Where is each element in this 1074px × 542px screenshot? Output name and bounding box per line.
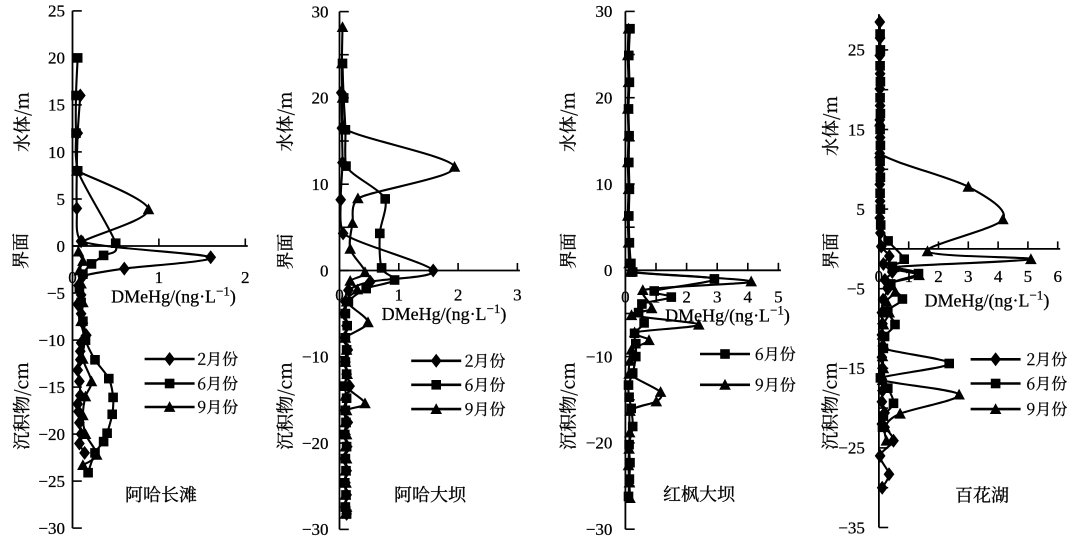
svg-text:1: 1 (395, 285, 404, 304)
svg-text:4: 4 (744, 287, 753, 306)
svg-text:−10: −10 (38, 331, 65, 350)
svg-text:5: 5 (774, 287, 783, 306)
svg-text:−35: −35 (838, 518, 865, 537)
svg-text:6: 6 (1053, 267, 1062, 286)
svg-text:1: 1 (155, 268, 164, 287)
svg-text:0: 0 (320, 261, 329, 280)
svg-text:−20: −20 (586, 434, 613, 453)
svg-text:25: 25 (848, 41, 865, 60)
svg-text:0: 0 (68, 268, 77, 287)
svg-text:20: 20 (312, 89, 329, 108)
svg-text:−30: −30 (302, 520, 329, 539)
svg-text:15: 15 (848, 120, 865, 139)
svg-text:−20: −20 (302, 434, 329, 453)
svg-text:3: 3 (713, 287, 722, 306)
svg-text:0: 0 (57, 237, 66, 256)
svg-text:3: 3 (964, 267, 973, 286)
svg-text:DMeHg/(ng·L−1): DMeHg/(ng·L−1) (111, 283, 236, 308)
svg-text:0: 0 (875, 267, 884, 286)
svg-text:−10: −10 (302, 348, 329, 367)
svg-text:−15: −15 (38, 378, 65, 397)
svg-text:2: 2 (682, 287, 691, 306)
svg-text:2: 2 (454, 285, 463, 304)
svg-text:5: 5 (57, 190, 66, 209)
svg-text:−10: −10 (586, 347, 613, 366)
svg-text:−5: −5 (47, 284, 65, 303)
svg-text:0: 0 (335, 285, 344, 304)
svg-text:−30: −30 (38, 519, 65, 538)
svg-text:10: 10 (312, 175, 329, 194)
svg-text:DMeHg/(ng·L−1): DMeHg/(ng·L−1) (382, 301, 507, 326)
svg-text:−25: −25 (38, 472, 65, 491)
svg-text:2: 2 (934, 267, 943, 286)
svg-text:−5: −5 (847, 280, 865, 299)
svg-text:5: 5 (1024, 267, 1033, 286)
svg-text:10: 10 (48, 143, 65, 162)
svg-text:−20: −20 (38, 425, 65, 444)
svg-text:−25: −25 (838, 439, 865, 458)
svg-text:−30: −30 (586, 520, 613, 539)
svg-text:3: 3 (513, 285, 522, 304)
svg-text:−15: −15 (838, 359, 865, 378)
svg-text:0: 0 (604, 261, 613, 280)
svg-text:DMeHg/(ng·L−1): DMeHg/(ng·L−1) (665, 302, 790, 327)
svg-text:20: 20 (48, 49, 65, 68)
svg-text:2: 2 (241, 268, 250, 287)
svg-text:1: 1 (652, 287, 661, 306)
svg-text:0: 0 (621, 287, 630, 306)
svg-text:4: 4 (994, 267, 1003, 286)
svg-text:30: 30 (595, 2, 612, 21)
svg-text:10: 10 (595, 175, 612, 194)
svg-text:DMeHg/(ng·L−1): DMeHg/(ng·L−1) (924, 287, 1049, 312)
svg-text:15: 15 (48, 96, 65, 115)
svg-text:20: 20 (595, 89, 612, 108)
svg-text:5: 5 (856, 200, 865, 219)
svg-text:25: 25 (48, 2, 65, 21)
svg-text:30: 30 (312, 2, 329, 21)
